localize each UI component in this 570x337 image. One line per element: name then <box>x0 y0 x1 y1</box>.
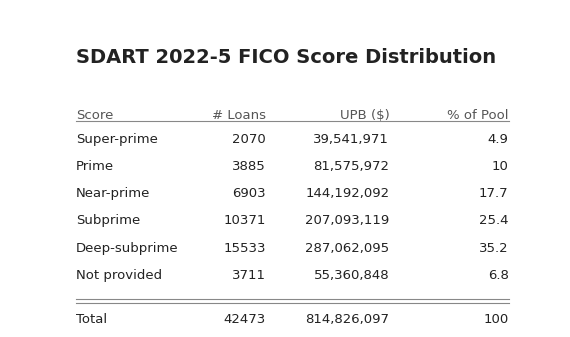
Text: 42473: 42473 <box>223 313 266 326</box>
Text: 35.2: 35.2 <box>479 242 508 254</box>
Text: Score: Score <box>76 109 113 122</box>
Text: UPB ($): UPB ($) <box>340 109 389 122</box>
Text: 10371: 10371 <box>223 214 266 227</box>
Text: Subprime: Subprime <box>76 214 140 227</box>
Text: # Loans: # Loans <box>211 109 266 122</box>
Text: 100: 100 <box>483 313 508 326</box>
Text: 287,062,095: 287,062,095 <box>305 242 389 254</box>
Text: Not provided: Not provided <box>76 269 162 282</box>
Text: 6903: 6903 <box>232 187 266 200</box>
Text: 207,093,119: 207,093,119 <box>305 214 389 227</box>
Text: 25.4: 25.4 <box>479 214 508 227</box>
Text: 81,575,972: 81,575,972 <box>314 160 389 173</box>
Text: 2070: 2070 <box>232 132 266 146</box>
Text: 55,360,848: 55,360,848 <box>314 269 389 282</box>
Text: SDART 2022-5 FICO Score Distribution: SDART 2022-5 FICO Score Distribution <box>76 48 496 67</box>
Text: Super-prime: Super-prime <box>76 132 157 146</box>
Text: 3885: 3885 <box>232 160 266 173</box>
Text: 39,541,971: 39,541,971 <box>314 132 389 146</box>
Text: Near-prime: Near-prime <box>76 187 150 200</box>
Text: 15533: 15533 <box>223 242 266 254</box>
Text: % of Pool: % of Pool <box>447 109 508 122</box>
Text: Prime: Prime <box>76 160 114 173</box>
Text: 17.7: 17.7 <box>479 187 508 200</box>
Text: Deep-subprime: Deep-subprime <box>76 242 178 254</box>
Text: 6.8: 6.8 <box>488 269 508 282</box>
Text: 3711: 3711 <box>231 269 266 282</box>
Text: 814,826,097: 814,826,097 <box>306 313 389 326</box>
Text: 144,192,092: 144,192,092 <box>305 187 389 200</box>
Text: 4.9: 4.9 <box>488 132 508 146</box>
Text: 10: 10 <box>492 160 508 173</box>
Text: Total: Total <box>76 313 107 326</box>
